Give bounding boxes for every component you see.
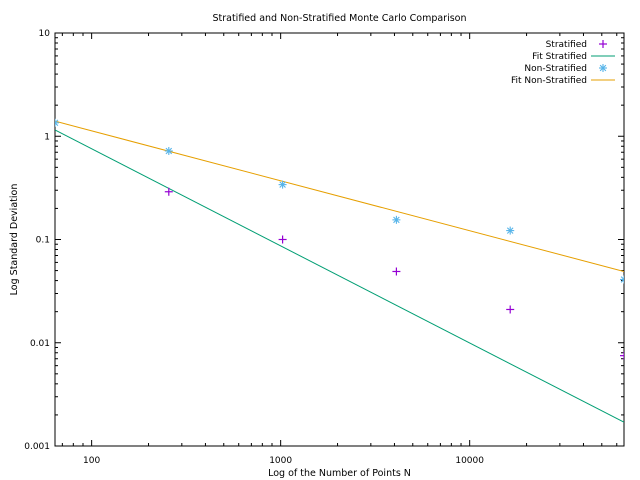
x-tick-label: 1000 [269, 456, 292, 466]
data-point [392, 267, 401, 276]
series-line-3 [55, 120, 624, 272]
series-layer [55, 118, 624, 423]
marker-stroke [506, 227, 514, 234]
plot-area: 100 1000 10000 0.001 0.01 0.1 1 10 [24, 29, 625, 466]
x-axis-label: Log of the Number of Points N [268, 468, 411, 479]
marker-stroke [279, 181, 286, 188]
legend-label: Fit Non-Stratified [511, 76, 587, 86]
y-tick-label: 1 [44, 132, 50, 142]
legend: Stratified Fit Stratified Non-Stratified Fi… [511, 40, 615, 86]
marker-stroke [393, 216, 400, 224]
plot-frame [54, 32, 625, 447]
y-tick-label: 0.001 [24, 442, 50, 452]
data-point [392, 215, 401, 224]
legend-label: Non-Stratified [524, 64, 587, 74]
marker-stroke [620, 276, 624, 281]
data-point [506, 305, 515, 314]
data-point [620, 351, 624, 360]
legend-label: Fit Stratified [532, 52, 587, 62]
legend-marker [599, 40, 607, 48]
y-tick-label: 0.1 [36, 236, 50, 246]
chart-title: Stratified and Non-Stratified Monte Carl… [212, 13, 466, 24]
data-point [164, 187, 173, 196]
marker-stroke [165, 147, 173, 155]
marker-stroke [55, 122, 59, 127]
data-point [164, 146, 173, 155]
x-tick-label: 10000 [455, 456, 484, 466]
data-point [278, 180, 287, 189]
y-tick-label: 0.01 [30, 339, 50, 349]
data-point [506, 226, 515, 235]
marker-stroke [55, 119, 59, 124]
marker-stroke [620, 278, 624, 283]
y-tick-label: 10 [39, 29, 51, 39]
series-line-1 [55, 129, 624, 423]
data-point [620, 275, 624, 284]
legend-marker [599, 64, 607, 72]
x-tick-label: 100 [83, 456, 100, 466]
marker-stroke [599, 64, 607, 72]
y-axis-label: Log Standard Deviation [9, 184, 20, 296]
data-point [278, 235, 287, 244]
legend-label: Stratified [546, 40, 587, 50]
data-point [55, 118, 59, 127]
